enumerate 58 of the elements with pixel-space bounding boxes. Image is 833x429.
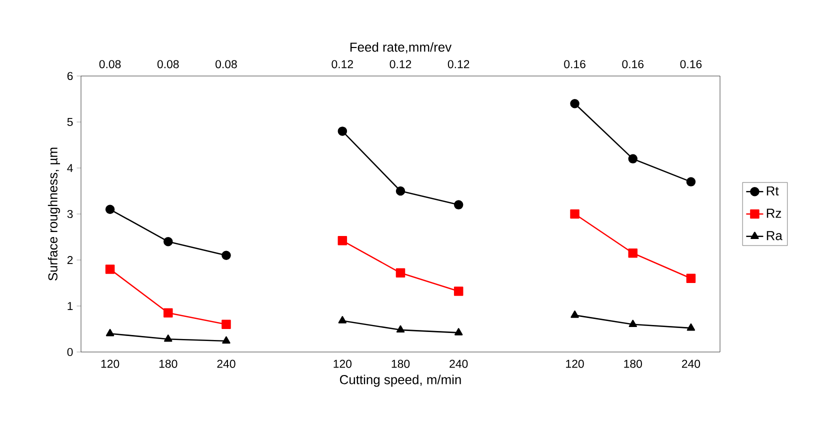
point	[454, 328, 463, 336]
y-tick-label: 4	[67, 164, 73, 172]
point	[396, 186, 406, 196]
y-tick-label: 2	[67, 256, 73, 264]
point	[338, 316, 347, 324]
text: 0.08	[216, 60, 237, 68]
x2-axis-title: Feed rate,mm/rev	[350, 42, 452, 54]
x-tick-label: 120	[101, 360, 120, 368]
y-tick-label: 1	[68, 302, 73, 310]
text: 0.08	[99, 60, 121, 68]
point	[106, 328, 114, 336]
point	[164, 308, 173, 318]
point	[396, 268, 406, 278]
text: 0.12	[448, 60, 470, 68]
point	[164, 236, 173, 246]
x-tick-label: 240	[450, 360, 468, 368]
legend-label: Ra	[766, 231, 782, 240]
y-axis-title: Surface roughness, µm	[48, 148, 60, 280]
text: 0.12	[332, 60, 353, 68]
point	[570, 209, 580, 219]
point	[338, 236, 348, 246]
y-tick-label: 3	[67, 210, 73, 218]
point	[686, 177, 696, 186]
x-tick-label: 180	[392, 360, 410, 368]
x-tick-label: 120	[334, 360, 352, 368]
point	[105, 264, 115, 274]
point	[454, 200, 464, 210]
text: 0.16	[680, 60, 702, 68]
x-tick-label: 180	[624, 360, 642, 368]
x-tick-label: 120	[566, 360, 584, 368]
point	[570, 310, 579, 318]
x-tick-label: 180	[159, 360, 178, 368]
point	[338, 126, 348, 136]
point	[628, 248, 638, 258]
text: 0.16	[564, 60, 586, 68]
point	[222, 320, 231, 330]
text: 0.12	[390, 60, 412, 68]
x-tick-label: 240	[217, 360, 236, 368]
point	[222, 250, 231, 260]
y-tick-label: 6	[67, 72, 73, 80]
point	[628, 154, 638, 164]
point	[222, 336, 230, 344]
legend-label: Rt	[766, 186, 779, 196]
legend-label: Rz	[766, 208, 782, 218]
y-tick-label: 0	[67, 348, 73, 356]
point	[686, 274, 696, 284]
text: 0.08	[157, 60, 179, 68]
point	[686, 323, 696, 331]
text: 0.16	[622, 60, 644, 68]
x-tick-label: 240	[682, 360, 700, 368]
x-axis-title: Cutting speed, m/min	[340, 374, 461, 387]
point	[570, 98, 580, 108]
point	[105, 204, 115, 214]
point	[454, 286, 464, 296]
y-tick-label: 5	[67, 118, 73, 126]
point	[396, 325, 405, 333]
point	[164, 334, 172, 342]
point	[628, 320, 637, 328]
